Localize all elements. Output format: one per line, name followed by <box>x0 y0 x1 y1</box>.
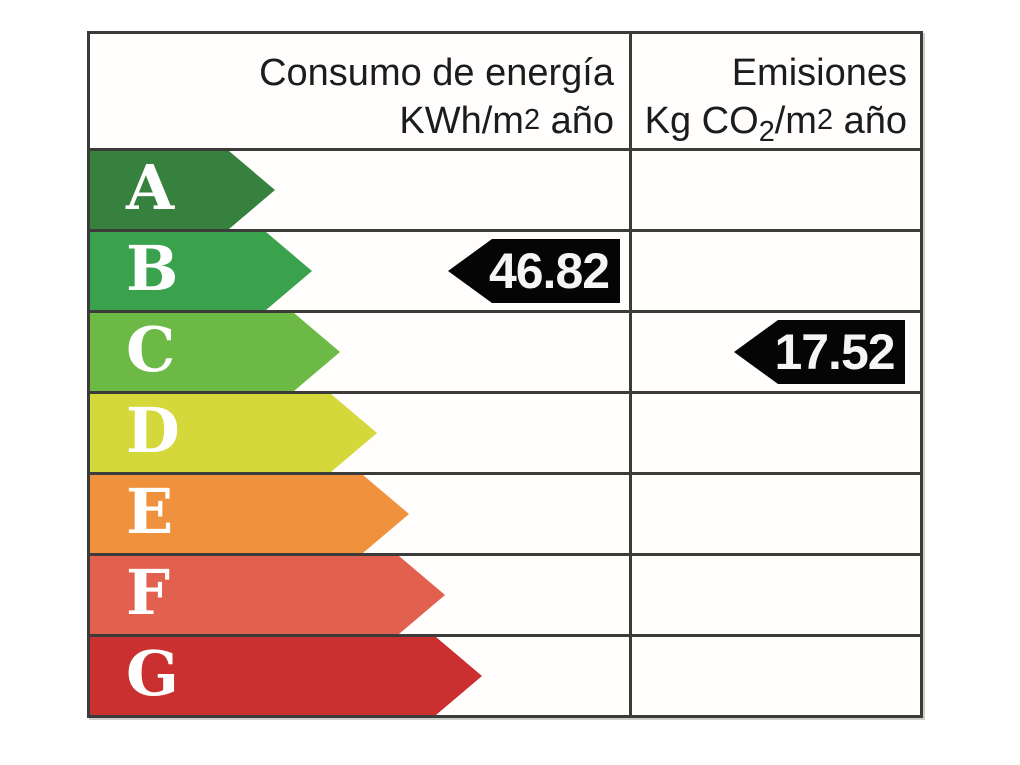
rating-row-d: D <box>90 391 920 472</box>
rating-letter-f: F <box>126 556 171 629</box>
rating-row-a: A <box>90 148 920 229</box>
emissions-cell-e <box>632 475 920 553</box>
rating-row-b: B 46.82 <box>90 229 920 310</box>
rating-arrow-b: B <box>90 232 312 310</box>
rating-letter-d: D <box>126 394 180 467</box>
emissions-cell-f <box>632 556 920 634</box>
emissions-column-header: Emisiones Kg CO2/m2 año <box>632 34 920 148</box>
consumption-cell-g: G <box>90 637 632 715</box>
rating-row-e: E <box>90 472 920 553</box>
rating-row-c: C 17.52 <box>90 310 920 391</box>
rating-arrow-d: D <box>90 394 377 472</box>
emissions-cell-b <box>632 232 920 310</box>
emissions-header-line1: Emisiones <box>731 52 907 94</box>
consumption-cell-b: B 46.82 <box>90 232 632 310</box>
consumption-column-header: Consumo de energía KWh/m2 año <box>90 34 632 148</box>
rating-row-g: G <box>90 634 920 715</box>
rating-arrow-a: A <box>90 151 275 229</box>
rating-row-f: F <box>90 553 920 634</box>
emissions-cell-c: 17.52 <box>632 313 920 391</box>
emissions-cell-d <box>632 394 920 472</box>
consumption-cell-d: D <box>90 394 632 472</box>
emissions-value: 17.52 <box>774 324 895 380</box>
rating-letter-g: G <box>126 637 179 710</box>
rating-letter-c: C <box>126 313 176 386</box>
consumption-header-line1: Consumo de energía <box>259 52 614 94</box>
rating-arrow-g: G <box>90 637 482 715</box>
rating-arrow-f: F <box>90 556 445 634</box>
rating-letter-a: A <box>126 151 175 224</box>
rating-arrow-e: E <box>90 475 409 553</box>
rating-arrow-c: C <box>90 313 340 391</box>
consumption-cell-a: A <box>90 151 632 229</box>
consumption-cell-e: E <box>90 475 632 553</box>
rating-letter-b: B <box>126 232 179 305</box>
consumption-cell-f: F <box>90 556 632 634</box>
rating-letter-e: E <box>126 475 174 548</box>
emissions-header-line2: Kg CO2/m2 año <box>644 99 907 149</box>
emissions-value-arrow: 17.52 <box>734 320 905 384</box>
consumption-cell-c: C <box>90 313 632 391</box>
table-header: Consumo de energía KWh/m2 año Emisiones … <box>90 34 920 148</box>
consumption-value: 46.82 <box>488 243 610 299</box>
energy-rating-table: Consumo de energía KWh/m2 año Emisiones … <box>87 31 923 718</box>
consumption-value-arrow: 46.82 <box>448 239 620 303</box>
consumption-header-line2: KWh/m2 año <box>399 99 614 142</box>
emissions-cell-a <box>632 151 920 229</box>
emissions-cell-g <box>632 637 920 715</box>
